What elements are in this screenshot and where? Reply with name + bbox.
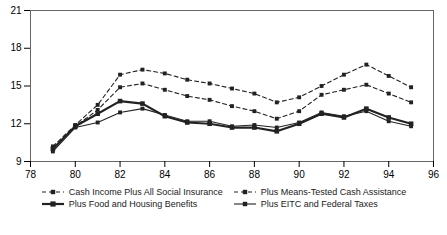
svg-text:90: 90 [294,169,306,180]
svg-text:15: 15 [10,80,22,91]
html-text:Plus EITC and Federal Taxes: Plus EITC and Federal Taxes [260,199,378,209]
html-text:Cash Income Plus All Social In: Cash Income Plus All Social Insurance [68,187,223,197]
svg-text:96: 96 [428,169,440,180]
svg-text:9: 9 [16,156,22,167]
svg-text:78: 78 [25,169,37,180]
svg-text:88: 88 [249,169,261,180]
html-text:Plus Means-Tested Cash Assista: Plus Means-Tested Cash Assistance [260,187,407,197]
svg-text:92: 92 [338,169,350,180]
svg-text:94: 94 [383,169,395,180]
svg-text:84: 84 [159,169,171,180]
svg-text:80: 80 [70,169,82,180]
svg-text:21: 21 [10,5,22,16]
svg-text:86: 86 [204,169,216,180]
svg-text:12: 12 [10,118,22,129]
html-text:Plus Food and Housing Benefits: Plus Food and Housing Benefits [68,199,198,209]
svg-text:18: 18 [10,42,22,53]
svg-text:82: 82 [114,169,126,180]
